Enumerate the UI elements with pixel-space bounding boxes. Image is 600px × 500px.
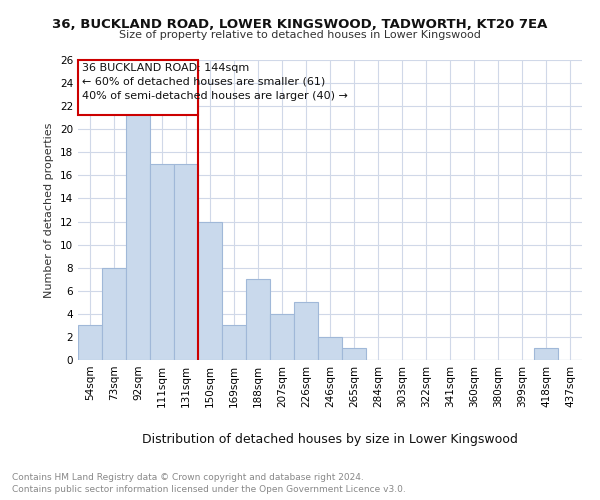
Text: 40% of semi-detached houses are larger (40) →: 40% of semi-detached houses are larger (…: [82, 90, 347, 101]
Bar: [246, 279, 270, 360]
Bar: [174, 164, 198, 360]
Bar: [534, 348, 558, 360]
Bar: [318, 337, 342, 360]
Bar: [294, 302, 318, 360]
Text: ← 60% of detached houses are smaller (61): ← 60% of detached houses are smaller (61…: [82, 76, 325, 86]
Y-axis label: Number of detached properties: Number of detached properties: [44, 122, 55, 298]
Bar: [198, 222, 222, 360]
Bar: [150, 164, 174, 360]
Text: 36 BUCKLAND ROAD: 144sqm: 36 BUCKLAND ROAD: 144sqm: [82, 63, 249, 73]
Text: 36, BUCKLAND ROAD, LOWER KINGSWOOD, TADWORTH, KT20 7EA: 36, BUCKLAND ROAD, LOWER KINGSWOOD, TADW…: [52, 18, 548, 30]
Bar: [222, 326, 246, 360]
Bar: [78, 326, 102, 360]
Text: Distribution of detached houses by size in Lower Kingswood: Distribution of detached houses by size …: [142, 432, 518, 446]
Bar: [126, 106, 150, 360]
Text: Contains HM Land Registry data © Crown copyright and database right 2024.: Contains HM Land Registry data © Crown c…: [12, 472, 364, 482]
Bar: [342, 348, 366, 360]
Bar: [78, 60, 198, 116]
Text: Contains public sector information licensed under the Open Government Licence v3: Contains public sector information licen…: [12, 485, 406, 494]
Bar: [102, 268, 126, 360]
Text: Size of property relative to detached houses in Lower Kingswood: Size of property relative to detached ho…: [119, 30, 481, 40]
Bar: [270, 314, 294, 360]
